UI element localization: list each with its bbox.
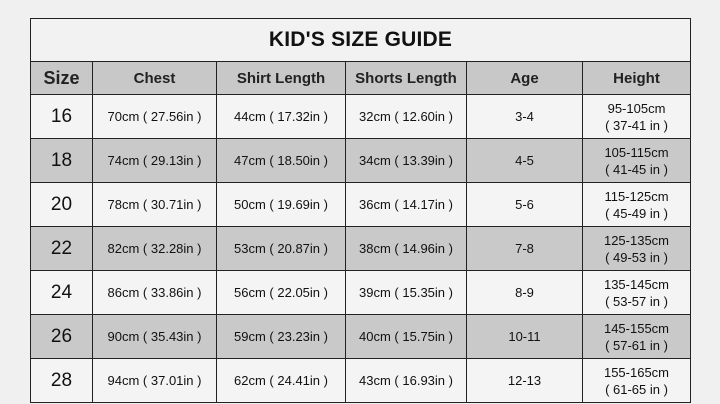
size-guide-table: KID'S SIZE GUIDE Size Chest Shirt Length…: [30, 18, 691, 403]
table-row: 28 94cm ( 37.01in ) 62cm ( 24.41in ) 43cm (…: [30, 358, 691, 403]
cell-size: 22: [30, 226, 93, 271]
cell-height: 95-105cm( 37-41 in ): [582, 94, 691, 139]
header-shorts-length: Shorts Length: [345, 61, 467, 95]
table-row: 20 78cm ( 30.71in ) 50cm ( 19.69in ) 36cm (…: [30, 182, 691, 227]
cell-shirt-length: 47cm ( 18.50in ): [216, 138, 346, 183]
cell-age: 3-4: [466, 94, 583, 139]
cell-age: 12-13: [466, 358, 583, 403]
cell-shirt-length: 56cm ( 22.05in ): [216, 270, 346, 315]
cell-chest: 94cm ( 37.01in ): [92, 358, 217, 403]
cell-chest: 70cm ( 27.56in ): [92, 94, 217, 139]
cell-age: 7-8: [466, 226, 583, 271]
cell-chest: 78cm ( 30.71in ): [92, 182, 217, 227]
cell-height: 145-155cm( 57-61 in ): [582, 314, 691, 359]
cell-size: 20: [30, 182, 93, 227]
height-in: ( 57-61 in ): [605, 337, 668, 353]
table-row: 24 86cm ( 33.86in ) 56cm ( 22.05in ) 39cm (…: [30, 270, 691, 315]
cell-height: 155-165cm( 61-65 in ): [582, 358, 691, 403]
cell-shorts-length: 32cm ( 12.60in ): [345, 94, 467, 139]
height-cm: 115-125cm: [604, 188, 669, 204]
cell-height: 135-145cm( 53-57 in ): [582, 270, 691, 315]
cell-chest: 82cm ( 32.28in ): [92, 226, 217, 271]
height-cm: 125-135cm: [603, 232, 670, 248]
height-cm: 135-145cm: [603, 276, 670, 292]
cell-size: 26: [30, 314, 93, 359]
cell-shirt-length: 62cm ( 24.41in ): [216, 358, 346, 403]
height-cm: 145-155cm: [603, 320, 670, 336]
cell-chest: 90cm ( 35.43in ): [92, 314, 217, 359]
cell-shirt-length: 59cm ( 23.23in ): [216, 314, 346, 359]
cell-shorts-length: 43cm ( 16.93in ): [345, 358, 467, 403]
header-height: Height: [582, 61, 691, 95]
cell-shirt-length: 53cm ( 20.87in ): [216, 226, 346, 271]
header-row: Size Chest Shirt Length Shorts Length Ag…: [30, 61, 691, 95]
cell-shorts-length: 39cm ( 15.35in ): [345, 270, 467, 315]
table-row: 16 70cm ( 27.56in ) 44cm ( 17.32in ) 32cm (…: [30, 94, 691, 139]
cell-age: 10-11: [466, 314, 583, 359]
cell-size: 28: [30, 358, 93, 403]
cell-size: 24: [30, 270, 93, 315]
cell-shorts-length: 38cm ( 14.96in ): [345, 226, 467, 271]
height-cm: 95-105cm: [607, 100, 666, 116]
size-guide: KID'S SIZE GUIDE Size Chest Shirt Length…: [30, 18, 691, 403]
cell-size: 18: [30, 138, 93, 183]
table-row: 22 82cm ( 32.28in ) 53cm ( 20.87in ) 38cm (…: [30, 226, 691, 271]
cell-shirt-length: 50cm ( 19.69in ): [216, 182, 346, 227]
header-size: Size: [30, 61, 93, 95]
cell-chest: 74cm ( 29.13in ): [92, 138, 217, 183]
table-title: KID'S SIZE GUIDE: [30, 18, 691, 62]
cell-size: 16: [30, 94, 93, 139]
height-in: ( 37-41 in ): [605, 117, 668, 133]
cell-age: 8-9: [466, 270, 583, 315]
height-in: ( 41-45 in ): [605, 161, 668, 177]
height-cm: 105-115cm: [604, 144, 669, 160]
height-in: ( 49-53 in ): [605, 249, 668, 265]
height-in: ( 53-57 in ): [605, 293, 668, 309]
header-chest: Chest: [92, 61, 217, 95]
cell-age: 5-6: [466, 182, 583, 227]
cell-shorts-length: 34cm ( 13.39in ): [345, 138, 467, 183]
cell-height: 105-115cm( 41-45 in ): [582, 138, 691, 183]
cell-shirt-length: 44cm ( 17.32in ): [216, 94, 346, 139]
cell-age: 4-5: [466, 138, 583, 183]
header-age: Age: [466, 61, 583, 95]
table-row: 26 90cm ( 35.43in ) 59cm ( 23.23in ) 40cm (…: [30, 314, 691, 359]
table-row: 18 74cm ( 29.13in ) 47cm ( 18.50in ) 34cm (…: [30, 138, 691, 183]
cell-height: 115-125cm( 45-49 in ): [582, 182, 691, 227]
height-in: ( 45-49 in ): [605, 205, 668, 221]
header-shirt-length: Shirt Length: [216, 61, 346, 95]
cell-shorts-length: 36cm ( 14.17in ): [345, 182, 467, 227]
cell-chest: 86cm ( 33.86in ): [92, 270, 217, 315]
cell-height: 125-135cm( 49-53 in ): [582, 226, 691, 271]
cell-shorts-length: 40cm ( 15.75in ): [345, 314, 467, 359]
height-in: ( 61-65 in ): [605, 381, 668, 397]
height-cm: 155-165cm: [603, 364, 670, 380]
